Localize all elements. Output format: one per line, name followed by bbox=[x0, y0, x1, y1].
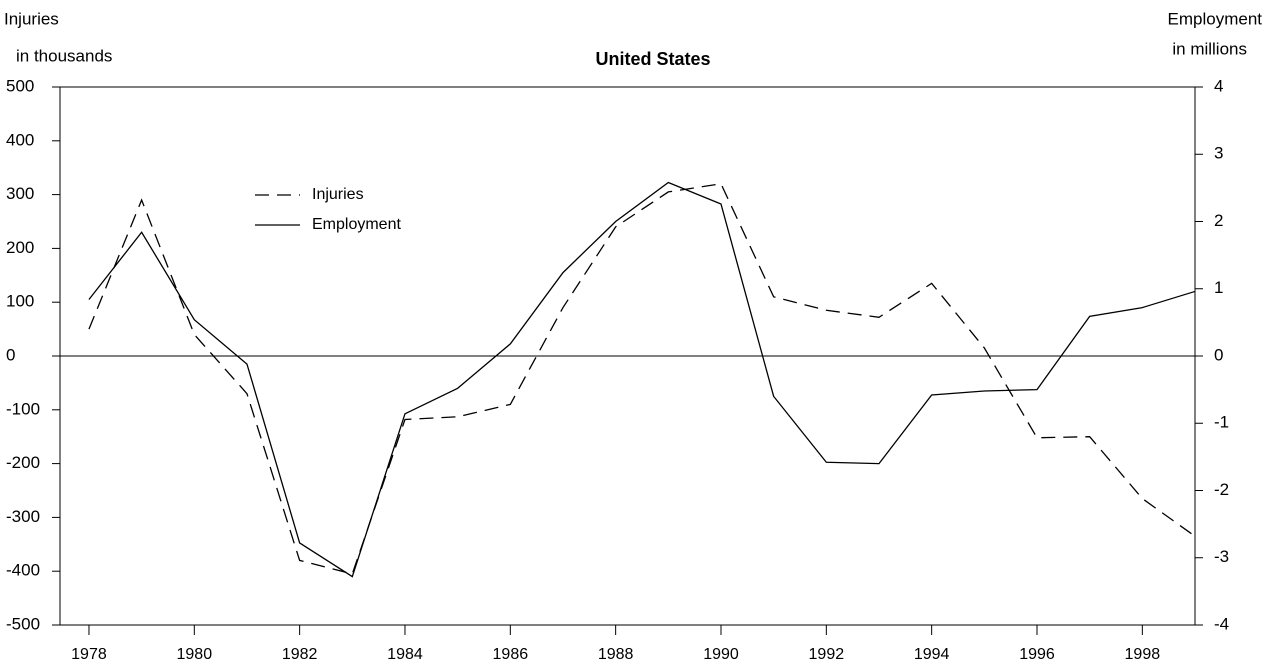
y2-tick-label: -1 bbox=[1214, 413, 1229, 432]
y-axis-label: Injuries bbox=[4, 9, 59, 28]
y2-tick-label: -4 bbox=[1214, 614, 1229, 633]
y2-tick-label: 0 bbox=[1214, 345, 1223, 364]
y-tick-label: -500 bbox=[6, 614, 40, 633]
legend-label: Employment bbox=[312, 216, 401, 233]
y-tick-label: 500 bbox=[6, 76, 34, 95]
x-tick-label: 1986 bbox=[493, 646, 529, 663]
y2-tick-label: 1 bbox=[1214, 278, 1223, 297]
x-tick-label: 1982 bbox=[282, 646, 318, 663]
y2-axis-label: in millions bbox=[1172, 39, 1247, 58]
y-tick-label: 0 bbox=[6, 345, 15, 364]
series-line bbox=[88, 183, 1196, 575]
y-tick-label: -100 bbox=[6, 399, 40, 418]
x-tick-label: 1996 bbox=[1019, 646, 1055, 663]
y-tick-label: -400 bbox=[6, 561, 40, 580]
y-tick-label: 100 bbox=[6, 292, 34, 311]
series-line bbox=[88, 181, 1196, 578]
x-tick-label: 1980 bbox=[177, 646, 213, 663]
x-tick-label: 1990 bbox=[703, 646, 739, 663]
x-tick-label: 1992 bbox=[809, 646, 845, 663]
x-tick-label: 1978 bbox=[71, 646, 107, 663]
x-tick-label: 1988 bbox=[598, 646, 634, 663]
y-tick-label: 200 bbox=[6, 238, 34, 257]
y-tick-label: 300 bbox=[6, 184, 34, 203]
y2-tick-label: -2 bbox=[1214, 480, 1229, 499]
y2-tick-label: -3 bbox=[1214, 547, 1229, 566]
y-tick-label: -300 bbox=[6, 507, 40, 526]
y2-tick-label: 3 bbox=[1214, 144, 1223, 163]
legend-label: Injuries bbox=[312, 186, 364, 203]
chart-title: United States bbox=[595, 49, 710, 69]
y2-axis-label: Employment bbox=[1168, 9, 1263, 28]
y-axis-label: in thousands bbox=[16, 46, 112, 65]
y-tick-label: 400 bbox=[6, 130, 34, 149]
x-tick-label: 1998 bbox=[1125, 646, 1161, 663]
x-tick-label: 1994 bbox=[914, 646, 950, 663]
y-tick-label: -200 bbox=[6, 453, 40, 472]
y2-tick-label: 2 bbox=[1214, 211, 1223, 230]
x-tick-label: 1984 bbox=[387, 646, 423, 663]
y2-tick-label: 4 bbox=[1214, 76, 1223, 95]
